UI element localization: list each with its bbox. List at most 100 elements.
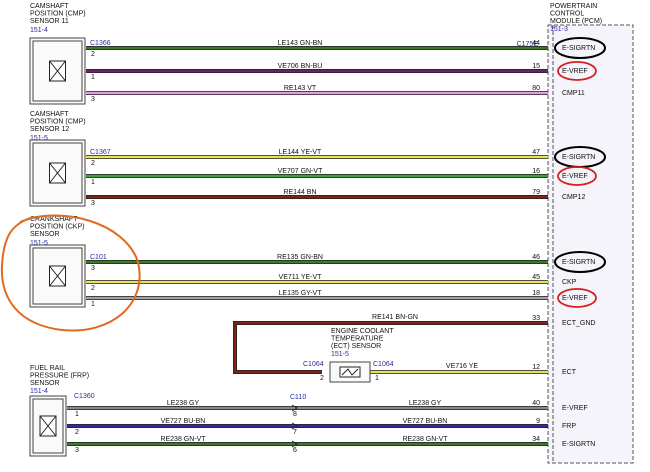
sensor-ref: 151-5 (30, 135, 48, 142)
frp-title: SENSOR (30, 380, 60, 387)
pcm-pin: 9 (536, 418, 540, 425)
pcm-box (547, 24, 634, 464)
inline-pin: 7 (293, 429, 297, 436)
circuit-label: RE143 VT (284, 85, 317, 92)
pcm-pin: 33 (532, 315, 540, 322)
pcm-pin: 44 (532, 40, 540, 47)
frp-connector: C1360 (74, 393, 95, 400)
pcm-pin: 45 (532, 274, 540, 281)
pcm-signal: FRP (562, 423, 576, 430)
sensor-symbol-x (49, 162, 66, 184)
sensor-pin: 2 (75, 429, 79, 436)
sensor-connector: C1366 (90, 40, 111, 47)
pcm-signal: E-VREF (562, 295, 588, 302)
inline-connector-mark (291, 440, 298, 448)
sensor-title: SENSOR 11 (30, 18, 69, 25)
circuit-label: LE135 GY-VT (279, 290, 323, 297)
sensor-title: POSITION (CKP) (30, 223, 84, 230)
pcm-pin: 79 (532, 189, 540, 196)
pcm-title: POWERTRAIN (550, 3, 597, 10)
circuit-label: RE144 BN (283, 189, 316, 196)
sensor-symbol-x (49, 60, 66, 82)
sensor-pin: 1 (91, 74, 95, 81)
sensor-pin: 3 (91, 265, 95, 272)
sensor-title: CAMSHAFT (30, 3, 69, 10)
ect-connector: C1064 (303, 361, 324, 368)
pcm-signal: E-SIGRTN (562, 441, 595, 448)
pcm-title: CONTROL (550, 10, 584, 17)
pcm-pin: 46 (532, 254, 540, 261)
pcm-pin: 47 (532, 149, 540, 156)
inline-connector-mark (291, 404, 298, 412)
ect-ref: 151-5 (331, 351, 349, 358)
frp-title: FUEL RAIL (30, 365, 65, 372)
sensor-connector: C101 (90, 254, 107, 261)
pcm-signal: E-SIGRTN (562, 259, 595, 266)
sensor-title: CAMSHAFT (30, 111, 69, 118)
pcm-signal: CKP (562, 279, 577, 286)
sensor-title: POSITION (CMP) (30, 10, 86, 17)
pcm-signal: CMP12 (562, 194, 585, 201)
inline-pin: 8 (293, 411, 297, 418)
sensor-pin: 3 (91, 96, 95, 103)
sensor-symbol-x (49, 265, 66, 287)
sensor-box-inner (32, 398, 64, 454)
sensor-ref: 151-5 (30, 240, 48, 247)
pcm-signal: ECT (562, 369, 577, 376)
red-annotation (557, 288, 597, 308)
ect-pin: 1 (375, 375, 379, 382)
circuit-label: LE143 GN-BN (278, 40, 323, 47)
pcm-signal: E-VREF (562, 173, 588, 180)
ect-connector: C1064 (373, 361, 394, 368)
circuit-label: VE716 YE (446, 363, 479, 370)
sensor-pin: 1 (75, 411, 79, 418)
sensor-pin: 1 (91, 179, 95, 186)
black-annotation (554, 251, 606, 273)
pcm-pin: 18 (532, 290, 540, 297)
sensor-ref: 151-4 (30, 27, 48, 34)
circuit-label: RE141 BN-GN (372, 314, 418, 321)
circuit-label: VE727 BU-BN (161, 418, 206, 425)
sensor-title: SENSOR (30, 231, 60, 238)
circuit-label: VE727 BU-BN (403, 418, 448, 425)
pcm-pin: 34 (532, 436, 540, 443)
sensor-pin: 3 (75, 447, 79, 454)
sensor-title: SENSOR 12 (30, 126, 69, 133)
pcm-title: MODULE (PCM) (550, 18, 602, 25)
sensor-connector: C1367 (90, 149, 111, 156)
inline-pin: 6 (293, 447, 297, 454)
pcm-connector: C175E (517, 41, 539, 48)
circuit-label: VE707 GN-VT (278, 168, 323, 175)
frp-ref: 151-4 (30, 388, 48, 395)
sensor-pin: 2 (91, 160, 95, 167)
pcm-signal: E-SIGRTN (562, 154, 595, 161)
ect-pin: 2 (320, 375, 324, 382)
circuit-label: RE135 GN-BN (277, 254, 323, 261)
black-annotation (554, 37, 606, 59)
circuit-label: LE144 YE-VT (279, 149, 322, 156)
wire (233, 321, 548, 374)
ect-title: (ECT) SENSOR (331, 343, 381, 350)
frp-title: PRESSURE (FRP) (30, 372, 89, 379)
pcm-pin: 16 (532, 168, 540, 175)
circuit-label: LE238 GY (409, 400, 442, 407)
sensor-pin: 1 (91, 301, 95, 308)
red-annotation (557, 166, 597, 186)
sensor-title: CRANKSHAFT (30, 216, 78, 223)
pcm-signal: E-VREF (562, 405, 588, 412)
red-annotation (557, 61, 597, 81)
inline-connector-mark (291, 422, 298, 430)
ect-symbol-line (341, 368, 359, 376)
ect-title: ENGINE COOLANT (331, 328, 394, 335)
pcm-ref: 151-3 (550, 26, 568, 33)
pcm-pin: 80 (532, 85, 540, 92)
circuit-label: VE706 BN-BU (278, 63, 323, 70)
orange-annotation (0, 214, 141, 332)
circuit-label: RE238 GN-VT (402, 436, 448, 443)
sensor-pin: 3 (91, 200, 95, 207)
pcm-signal: E-VREF (562, 68, 588, 75)
sensor-box-inner (32, 142, 83, 204)
sensor-box-inner (32, 247, 83, 305)
pcm-signal: ECT_GND (562, 320, 595, 327)
